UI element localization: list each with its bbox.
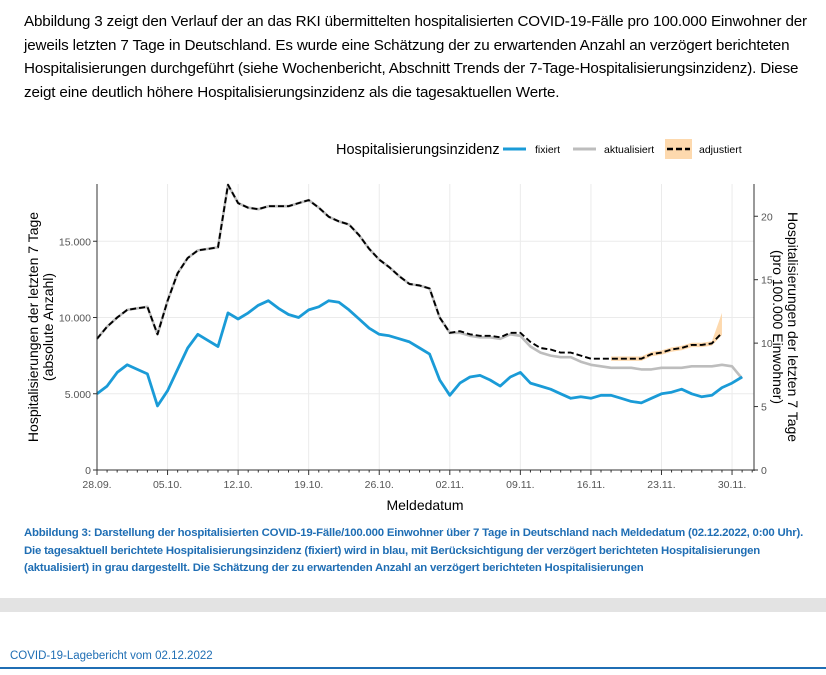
y-left-axis-label-line1: Hospitalisierungen der letzten 7 Tage: [25, 212, 41, 442]
x-tick-label: 12.10.: [224, 479, 253, 491]
y-right-axis-label-line1: Hospitalisierungen der letzten 7 Tage: [785, 212, 801, 442]
chart-legend: Hospitalisierungsinzidenz fixiert aktual…: [336, 139, 742, 159]
axes: [96, 184, 755, 471]
page-divider: [0, 598, 826, 612]
series-layer: [96, 183, 744, 408]
x-tick-label: 26.10.: [365, 479, 394, 491]
y-left-axis-label: Hospitalisierungen der letzten 7 Tage (a…: [25, 212, 56, 442]
y-right-tick-label: 0: [761, 465, 767, 477]
legend-label-aktualisiert: aktualisiert: [604, 144, 654, 156]
y-right-tick-label: 15: [761, 275, 773, 287]
y-left-tick-label: 10.000: [59, 313, 91, 325]
intro-text: Abbildung 3 zeigt den Verlauf der an das…: [24, 13, 807, 101]
x-axis-label: Meldedatum: [386, 497, 463, 513]
x-tick-label: 23.11.: [647, 479, 675, 491]
y-left-tick-label: 15.000: [59, 236, 91, 248]
figure-caption: Abbildung 3: Darstellung der hospitalisi…: [24, 527, 804, 574]
x-axis-ticks: 28.09. 05.10. 12.10. 19.10. 26.10. 02.11. 09.1…: [82, 470, 753, 491]
y-left-axis-label-line2: (absolute Anzahl): [40, 273, 56, 381]
series-line-adjustiert: [96, 183, 723, 360]
y-right-tick-label: 10: [761, 338, 773, 350]
intro-paragraph: Abbildung 3 zeigt den Verlauf der an das…: [24, 10, 814, 104]
x-tick-label: 02.11.: [436, 479, 464, 491]
footer-report-title: COVID-19-Lagebericht vom 02.12.2022: [10, 650, 213, 662]
y-left-tick-label: 0: [85, 465, 91, 477]
series-line-fixiert: [96, 299, 743, 408]
y-right-tick-label: 20: [761, 211, 773, 223]
y-left-axis-ticks: 0 5.000 10.000 15.000: [59, 236, 97, 477]
legend-label-fixiert: fixiert: [535, 144, 560, 156]
x-tick-label: 30.11.: [718, 479, 746, 491]
grid-lines: [96, 184, 754, 470]
y-right-axis-label: Hospitalisierungen der letzten 7 Tage (p…: [770, 212, 801, 442]
adjustiert-band: [611, 312, 722, 361]
y-right-axis-label-line2: (pro 100.000 Einwohner): [770, 250, 786, 404]
y-left-tick-label: 5.000: [65, 389, 91, 401]
x-tick-label: 05.10.: [153, 479, 182, 491]
x-tick-label: 19.10.: [294, 479, 323, 491]
y-right-axis-ticks: 0 5 10 15 20: [754, 211, 773, 477]
x-tick-label: 16.11.: [577, 479, 605, 491]
y-right-tick-label: 5: [761, 402, 767, 414]
legend-title: Hospitalisierungsinzidenz: [336, 142, 500, 158]
x-tick-label: 28.09.: [82, 479, 111, 491]
legend-label-adjustiert: adjustiert: [699, 144, 742, 156]
hospitalization-chart: Hospitalisierungsinzidenz fixiert aktual…: [25, 139, 801, 513]
footer-rule: [0, 667, 826, 669]
x-tick-label: 09.11.: [506, 479, 534, 491]
